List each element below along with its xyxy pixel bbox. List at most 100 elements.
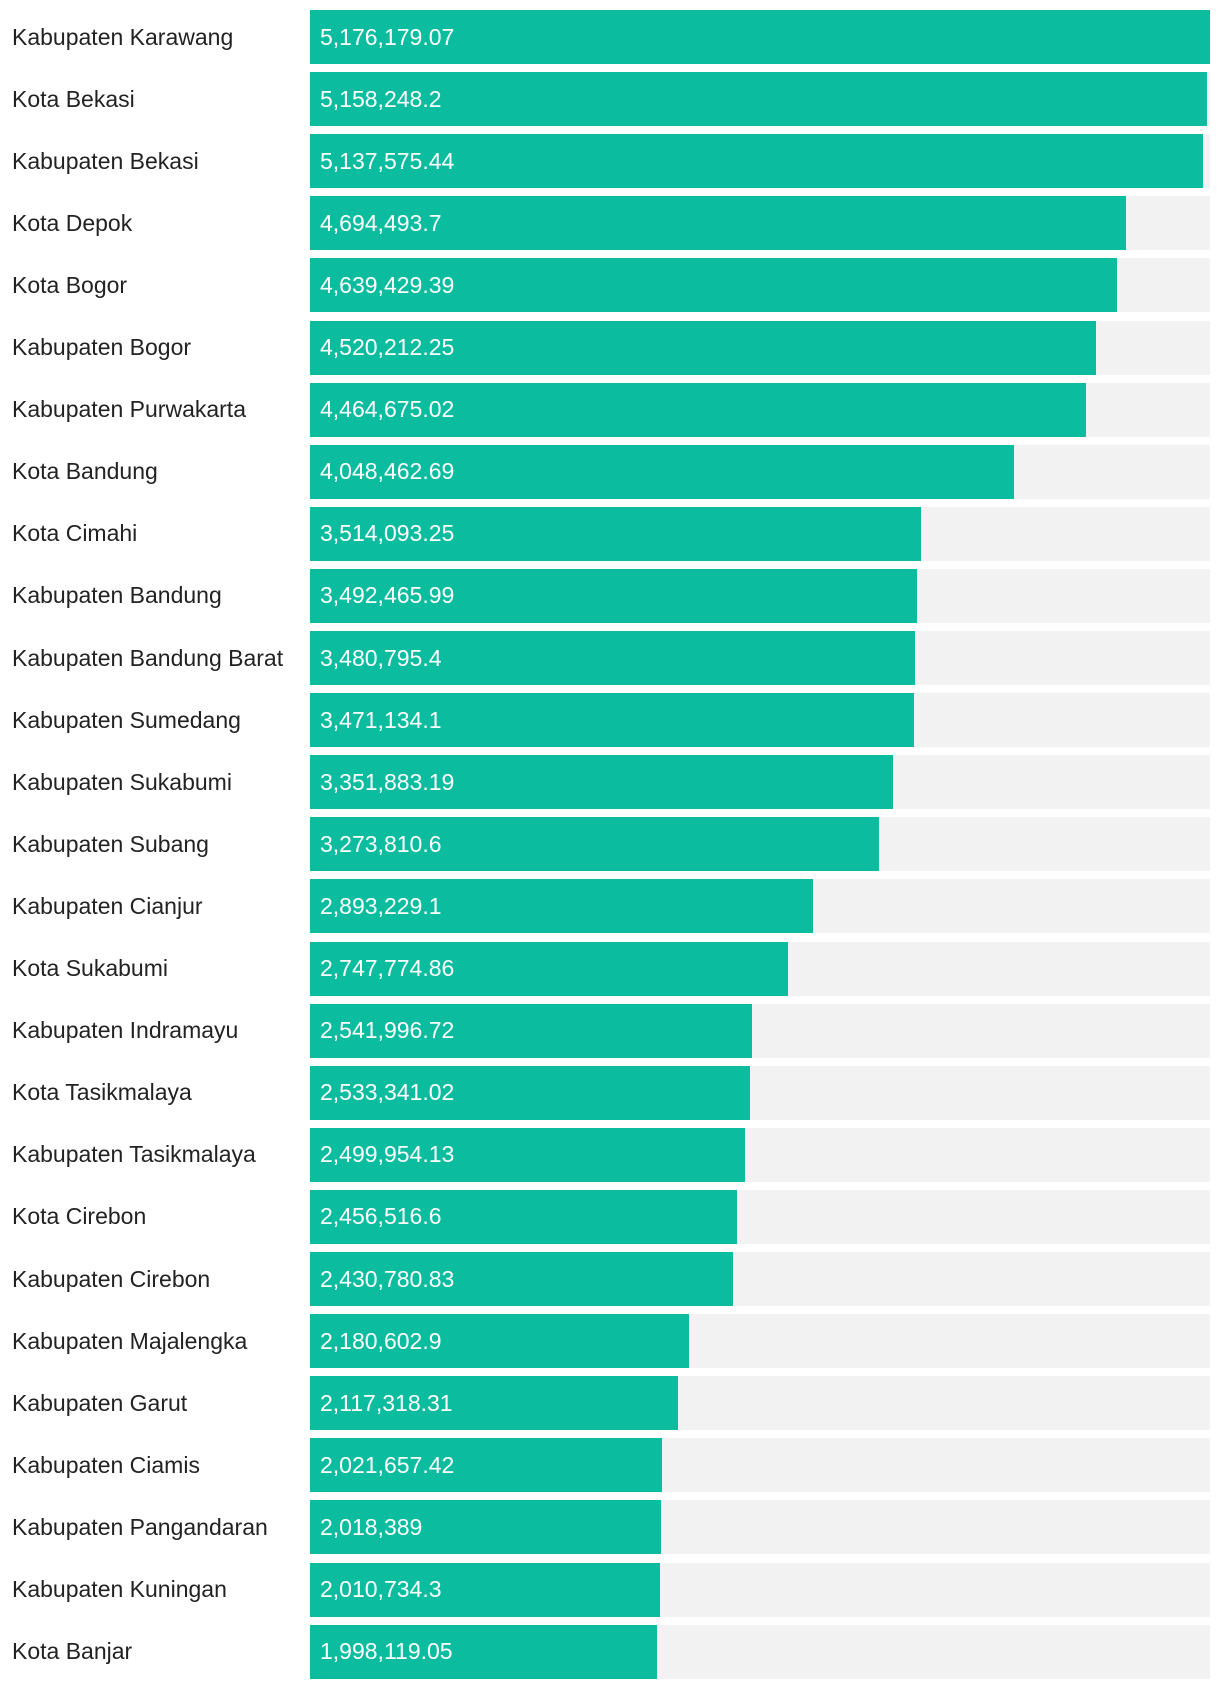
value-label: 2,456,516.6 — [320, 1203, 442, 1230]
bar — [310, 1314, 690, 1369]
category-label: Kabupaten Ciamis — [12, 1451, 200, 1478]
category-label: Kabupaten Pangandaran — [12, 1513, 268, 1540]
value-label: 3,471,134.1 — [320, 706, 442, 733]
bar-row: Kabupaten Bogor 4,520,212.25 — [0, 320, 1220, 375]
value-label: 3,480,795.4 — [320, 644, 442, 671]
value-label: 2,018,389 — [320, 1513, 423, 1540]
bar-row: Kabupaten Kuningan 2,010,734.3 — [0, 1562, 1220, 1617]
category-label: Kota Cirebon — [12, 1203, 147, 1230]
bar-row: Kabupaten Sumedang 3,471,134.1 — [0, 693, 1220, 748]
value-label: 4,639,429.39 — [320, 271, 455, 298]
bar-row: Kota Bekasi 5,158,248.2 — [0, 72, 1220, 127]
bar — [310, 1500, 661, 1555]
bar — [310, 568, 918, 623]
category-label: Kota Cimahi — [12, 520, 138, 547]
bar-row: Kota Banjar 1,998,119.05 — [0, 1624, 1220, 1679]
bar-row: Kabupaten Pangandaran 2,018,389 — [0, 1500, 1220, 1555]
value-label: 4,048,462.69 — [320, 458, 455, 485]
value-label: 3,492,465.99 — [320, 582, 455, 609]
value-label: 5,176,179.07 — [320, 23, 455, 50]
bar-row: Kabupaten Majalengka 2,180,602.9 — [0, 1314, 1220, 1369]
bar — [310, 320, 1096, 375]
bar-row: Kabupaten Bandung Barat 3,480,795.4 — [0, 631, 1220, 685]
category-label: Kabupaten Majalengka — [12, 1327, 248, 1354]
category-label: Kabupaten Cianjur — [12, 892, 203, 919]
category-label: Kota Tasikmalaya — [12, 1079, 192, 1106]
bar — [310, 506, 921, 561]
bar — [310, 444, 1014, 499]
category-label: Kota Bandung — [12, 458, 158, 485]
bar-row: Kota Cirebon 2,456,516.6 — [0, 1189, 1220, 1244]
category-label: Kabupaten Kuningan — [12, 1576, 227, 1602]
category-label: Kabupaten Bandung — [12, 582, 222, 609]
bar-row: Kabupaten Karawang 5,176,179.07 — [0, 10, 1220, 64]
bar — [310, 1252, 733, 1306]
bar-row: Kabupaten Bekasi 5,137,575.44 — [0, 134, 1220, 189]
bar-row: Kabupaten Subang 3,273,810.6 — [0, 817, 1220, 872]
value-label: 2,021,657.42 — [320, 1451, 455, 1478]
category-label: Kabupaten Purwakarta — [12, 396, 246, 423]
value-label: 2,893,229.1 — [320, 892, 442, 919]
value-label: 4,464,675.02 — [320, 396, 455, 423]
category-label: Kota Bogor — [12, 271, 128, 298]
category-label: Kabupaten Bogor — [12, 334, 192, 360]
bar — [310, 817, 880, 872]
category-label: Kota Depok — [12, 209, 133, 236]
bar — [310, 1438, 662, 1493]
bar — [310, 941, 788, 996]
value-label: 2,533,341.02 — [320, 1079, 455, 1106]
value-label: 5,158,248.2 — [320, 85, 442, 112]
value-label: 5,137,575.44 — [320, 147, 455, 174]
bar — [310, 755, 893, 810]
bar — [310, 1127, 745, 1182]
value-label: 3,273,810.6 — [320, 830, 442, 857]
bar — [310, 1562, 660, 1617]
value-label: 2,010,734.3 — [320, 1576, 442, 1602]
bar — [310, 134, 1204, 189]
bar — [310, 1189, 738, 1244]
bar-row: Kabupaten Cianjur 2,893,229.1 — [0, 879, 1220, 934]
category-label: Kabupaten Bekasi — [12, 147, 199, 174]
value-label: 1,998,119.05 — [320, 1638, 453, 1665]
category-label: Kabupaten Bandung Barat — [12, 644, 284, 671]
bar — [310, 631, 916, 685]
bar-row: Kota Cimahi 3,514,093.25 — [0, 506, 1220, 561]
value-label: 2,541,996.72 — [320, 1017, 455, 1044]
bar — [310, 879, 814, 934]
bar-row: Kota Bogor 4,639,429.39 — [0, 258, 1220, 313]
value-label: 2,499,954.13 — [320, 1141, 455, 1168]
bar-row: Kabupaten Sukabumi 3,351,883.19 — [0, 755, 1220, 810]
category-label: Kota Bekasi — [12, 85, 135, 112]
bar-row: Kabupaten Garut 2,117,318.31 — [0, 1376, 1220, 1431]
bar — [310, 72, 1207, 127]
bar — [310, 1065, 751, 1120]
bar — [310, 258, 1117, 313]
bar-row: Kabupaten Purwakarta 4,464,675.02 — [0, 382, 1220, 437]
value-label: 2,117,318.31 — [320, 1389, 453, 1416]
bar-row: Kota Sukabumi 2,747,774.86 — [0, 941, 1220, 996]
value-label: 4,694,493.7 — [320, 209, 442, 236]
category-label: Kabupaten Sumedang — [12, 706, 241, 733]
value-label: 2,180,602.9 — [320, 1327, 442, 1354]
bar-row: Kota Depok 4,694,493.7 — [0, 196, 1220, 251]
bar-row: Kabupaten Cirebon 2,430,780.83 — [0, 1252, 1220, 1306]
bar — [310, 10, 1210, 64]
value-label: 2,430,780.83 — [320, 1265, 455, 1292]
bar — [310, 1624, 658, 1679]
bar-row: Kabupaten Tasikmalaya 2,499,954.13 — [0, 1127, 1220, 1182]
bar — [310, 196, 1127, 251]
value-label: 4,520,212.25 — [320, 334, 455, 360]
value-label: 2,747,774.86 — [320, 955, 455, 981]
bar-row: Kabupaten Indramayu 2,541,996.72 — [0, 1003, 1220, 1058]
value-label: 3,351,883.19 — [320, 768, 455, 795]
category-label: Kabupaten Karawang — [12, 23, 234, 50]
bar — [310, 382, 1087, 437]
category-label: Kabupaten Indramayu — [12, 1017, 239, 1044]
category-label: Kabupaten Garut — [12, 1389, 188, 1416]
bar-row: Kota Bandung 4,048,462.69 — [0, 444, 1220, 499]
bar — [310, 693, 914, 748]
bar — [310, 1376, 679, 1431]
category-label: Kabupaten Sukabumi — [12, 768, 232, 795]
category-label: Kabupaten Subang — [12, 830, 209, 857]
